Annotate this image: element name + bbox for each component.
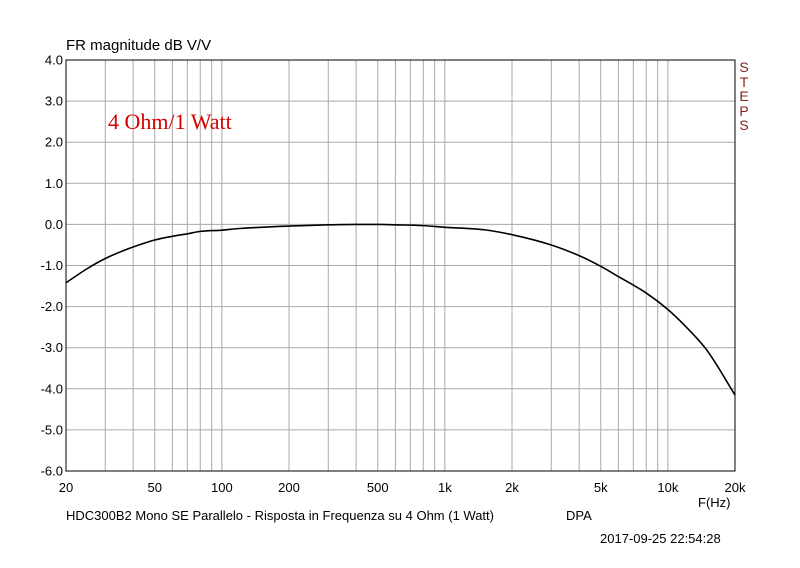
y-axis-label: FR magnitude dB V/V <box>66 37 212 54</box>
x-axis-unit-label: F(Hz) <box>698 495 731 510</box>
x-tick-label: 10k <box>657 480 678 495</box>
y-tick-label: -1.0 <box>41 258 63 273</box>
y-tick-label: 3.0 <box>45 94 63 109</box>
x-tick-label: 1k <box>438 480 452 495</box>
y-tick-label: 2.0 <box>45 135 63 150</box>
y-tick-label: -3.0 <box>41 340 63 355</box>
plot-frame <box>65 59 736 472</box>
x-tick-label: 500 <box>367 480 389 495</box>
x-tick-label: 200 <box>278 480 300 495</box>
chart-grid <box>66 60 735 471</box>
x-tick-label: 50 <box>148 480 162 495</box>
vendor-label: DPA <box>566 508 592 523</box>
x-tick-label: 2k <box>505 480 519 495</box>
x-tick-label: 20k <box>725 480 746 495</box>
timestamp: 2017-09-25 22:54:28 <box>600 531 721 546</box>
load-annotation: 4 Ohm/1 Watt <box>108 109 232 134</box>
x-tick-label: 20 <box>59 480 73 495</box>
y-tick-label: -2.0 <box>41 299 63 314</box>
y-tick-label: -4.0 <box>41 381 63 396</box>
x-tick-label: 5k <box>594 480 608 495</box>
y-tick-label: 1.0 <box>45 176 63 191</box>
frequency-response-line <box>65 223 736 396</box>
steps-label: STEPS <box>739 59 749 133</box>
x-tick-label: 100 <box>211 480 233 495</box>
y-tick-label: -6.0 <box>41 464 63 479</box>
y-tick-label: 4.0 <box>45 53 63 68</box>
tick-labels: 4.03.02.01.00.0-1.0-2.0-3.0-4.0-5.0-6.02… <box>41 53 746 496</box>
y-tick-label: 0.0 <box>45 217 63 232</box>
chart-caption: HDC300B2 Mono SE Parallelo - Risposta in… <box>66 508 494 523</box>
y-tick-label: -5.0 <box>41 422 63 437</box>
